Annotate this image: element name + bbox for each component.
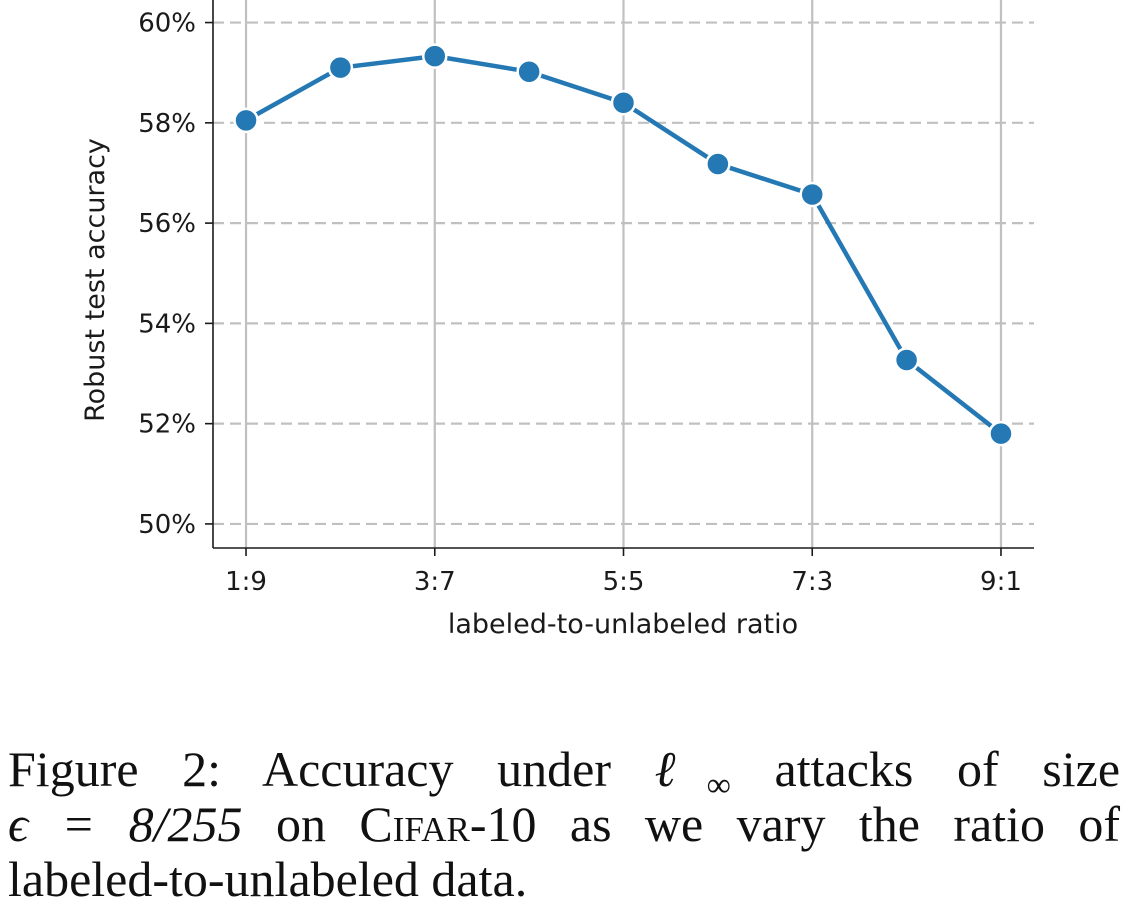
caption-text-a: Accuracy under [261,741,611,797]
data-point [327,54,354,81]
data-point [799,181,825,208]
ell-symbol: ℓ [654,741,707,797]
x-tick-label: 9:1 [980,567,1022,597]
caption-line-1: Figure 2: Accuracy under ℓ∞ attacks of s… [8,741,1121,803]
x-tick-label: 1:9 [225,567,267,597]
x-axis-title: labeled-to-unlabeled ratio [448,609,798,640]
y-ticks: 50% 52% 54% 56% 58% 60% [138,9,213,540]
dataset-name: Cifar-10 [359,796,537,852]
figure-caption: Figure 2: Accuracy under ℓ∞ attacks of s… [8,742,1120,907]
data-point [422,43,448,69]
x-gridlines [244,0,1003,548]
y-tick-label: 52% [138,410,196,440]
x-tick-label: 7:3 [791,567,833,597]
data-point [610,90,637,116]
caption-text-d: as we vary the ratio of [569,796,1120,852]
series-robust-accuracy [233,43,1014,447]
data-point [516,58,542,85]
caption-line-2: ϵ = 8/255 on Cifar-10 as we vary the rat… [8,797,1120,852]
epsilon-expression: ϵ = 8/255 [8,796,243,852]
caption-text-b: attacks of size [774,741,1121,797]
data-point [705,151,731,177]
caption-text-c: on [275,796,326,852]
y-tick-label: 60% [138,9,196,39]
y-tick-label: 54% [138,309,196,339]
line-chart: 50% 52% 54% 56% 58% 60% 1:9 3:7 5:5 7:3 9:1 label… [80,0,1034,640]
y-tick-label: 58% [138,109,196,139]
data-point [988,420,1014,447]
y-tick-label: 50% [138,510,196,540]
caption-label: Figure 2: [8,741,222,797]
caption-text-e: labeled-to-unlabeled data. [8,851,528,907]
data-point [233,107,259,134]
y-gridlines [213,21,1034,526]
caption-line-3: labeled-to-unlabeled data. [8,852,1120,907]
y-tick-label: 56% [138,209,196,239]
x-tick-label: 3:7 [414,567,456,597]
x-ticks: 1:9 3:7 5:5 7:3 9:1 [225,548,1022,597]
x-tick-label: 5:5 [603,567,645,597]
y-axis-title: Robust test accuracy [80,138,111,422]
data-point [893,347,920,373]
infinity-subscript: ∞ [706,767,731,804]
